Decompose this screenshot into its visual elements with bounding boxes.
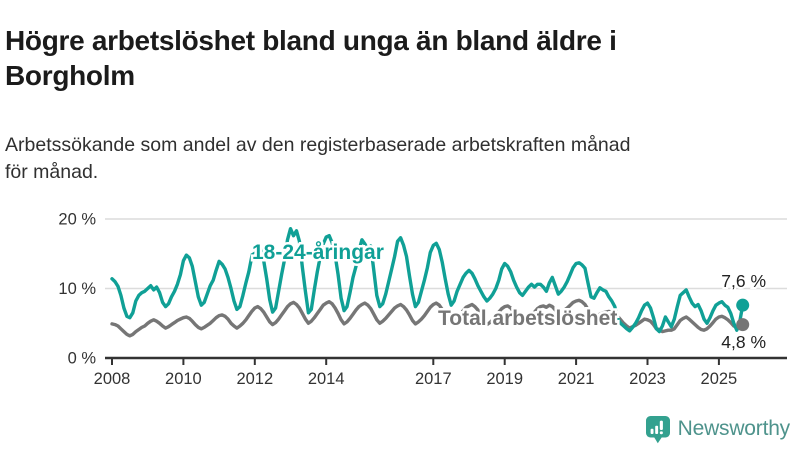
series-label-total: Total arbetslöshet bbox=[438, 307, 617, 330]
x-tick-label-2010: 2010 bbox=[165, 370, 202, 388]
end-dot-youth bbox=[736, 298, 750, 312]
end-value-label-total: 4,8 % bbox=[721, 332, 766, 352]
brand-name: Newsworthy bbox=[677, 417, 791, 440]
y-tick-label-20: 20 % bbox=[58, 211, 96, 229]
chart-subtitle: Arbetssökande som andel av den registerb… bbox=[5, 132, 785, 187]
x-tick-label-2014: 2014 bbox=[308, 370, 345, 388]
series-line-total bbox=[110, 298, 745, 338]
end-dot-total bbox=[736, 318, 750, 332]
x-tick-label-2021: 2021 bbox=[558, 370, 595, 388]
x-tick-label-2019: 2019 bbox=[486, 370, 523, 388]
x-tick-label-2017: 2017 bbox=[415, 370, 452, 388]
page-title-line2: Borgholm bbox=[5, 60, 135, 92]
x-tick-label-2025: 2025 bbox=[701, 370, 738, 388]
x-tick-label-2012: 2012 bbox=[236, 370, 273, 388]
brand-footer: Newsworthy bbox=[645, 414, 790, 444]
y-tick-label-0: 0 % bbox=[68, 350, 97, 368]
series-line-youth bbox=[110, 227, 745, 334]
chart-subtitle-line2: för månad. bbox=[5, 161, 99, 184]
page-title-line1: Högre arbetslöshet bland unga än bland ä… bbox=[5, 24, 617, 56]
chart-subtitle-line1: Arbetssökande som andel av den registerb… bbox=[5, 133, 631, 156]
y-tick-label-10: 10 % bbox=[58, 280, 96, 298]
newsworthy-logo-icon bbox=[645, 415, 670, 443]
x-tick-label-2023: 2023 bbox=[629, 370, 666, 388]
series-label-youth: 18-24-åringar bbox=[252, 241, 384, 264]
end-value-label-youth: 7,6 % bbox=[721, 271, 766, 291]
x-tick-label-2008: 2008 bbox=[94, 370, 131, 388]
page-title: Högre arbetslöshet bland unga än bland ä… bbox=[5, 23, 785, 94]
